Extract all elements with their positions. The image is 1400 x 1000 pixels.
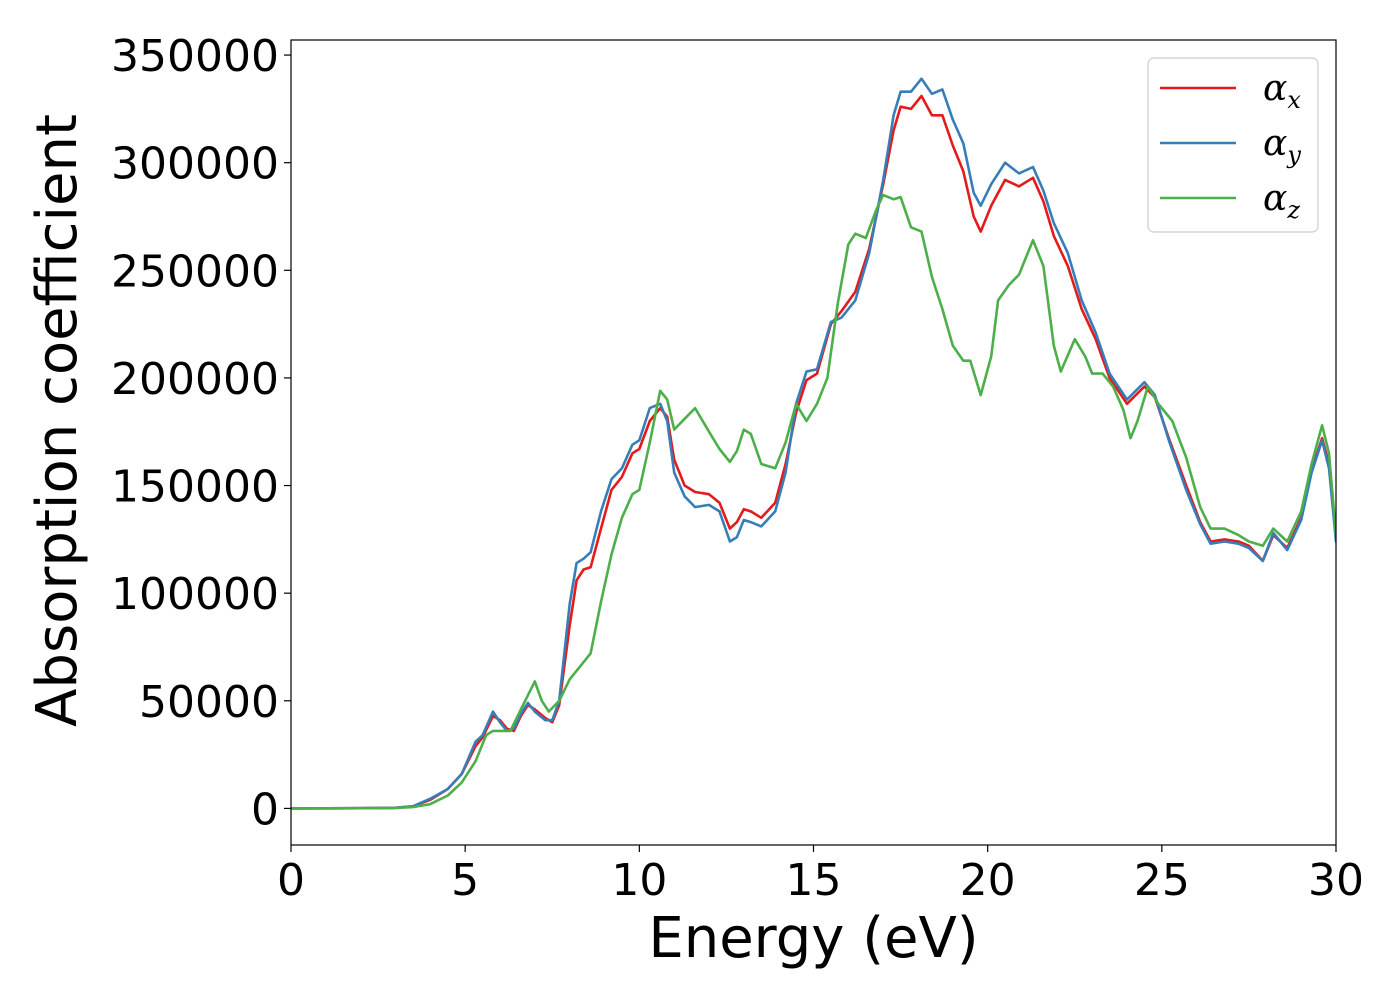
y-tick-label: 300000 [111, 139, 279, 190]
series-line-y [291, 77, 1336, 810]
x-tick-label: 10 [611, 855, 667, 906]
y-tick-label: 0 [251, 784, 279, 835]
x-tick-label: 20 [960, 855, 1016, 906]
x-tick-label: 30 [1308, 855, 1364, 906]
x-tick-label: 5 [451, 855, 479, 906]
x-axis-ticks: 0 5 10 15 20 25 30 [277, 845, 1364, 906]
x-tick-label: 25 [1134, 855, 1190, 906]
y-tick-label: 100000 [111, 569, 279, 620]
y-tick-label: 200000 [111, 354, 279, 405]
x-tick-label: 15 [786, 855, 842, 906]
y-tick-label: 250000 [111, 246, 279, 297]
series-line-z [291, 193, 1336, 810]
y-axis-label: Absorption coefficient [25, 114, 90, 727]
plot-series [291, 77, 1336, 810]
y-axis-ticks: 0 50000 100000 150000 200000 250000 300000 3500… [111, 31, 291, 835]
y-tick-label: 150000 [111, 462, 279, 513]
y-tick-label: 50000 [139, 677, 279, 728]
x-tick-label: 0 [277, 855, 305, 906]
legend-box [1147, 57, 1319, 233]
x-axis-label: Energy (eV) [648, 906, 978, 971]
y-tick-label: 350000 [111, 31, 279, 82]
